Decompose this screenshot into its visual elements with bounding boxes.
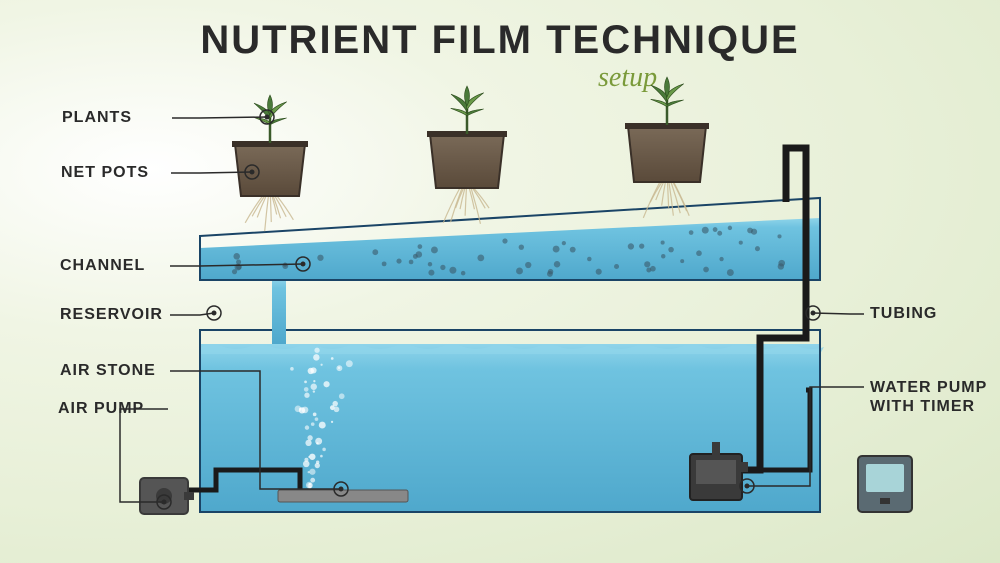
net-pots [232,123,709,196]
label-tubing: TUBING [870,305,937,323]
nft-diagram [0,0,1000,563]
label-channel: CHANNEL [60,257,145,275]
drain-stream [272,278,286,344]
label-reservoir: RESERVOIR [60,306,163,324]
label-waterpump: WATER PUMPWITH TIMER [870,378,987,416]
label-netpots: NET POTS [61,164,149,182]
label-airstone: AIR STONE [60,362,156,380]
channel [200,198,820,280]
label-plants: PLANTS [62,109,132,127]
timer [858,456,912,512]
roots [245,182,689,231]
label-airpump: AIR PUMP [58,400,144,418]
